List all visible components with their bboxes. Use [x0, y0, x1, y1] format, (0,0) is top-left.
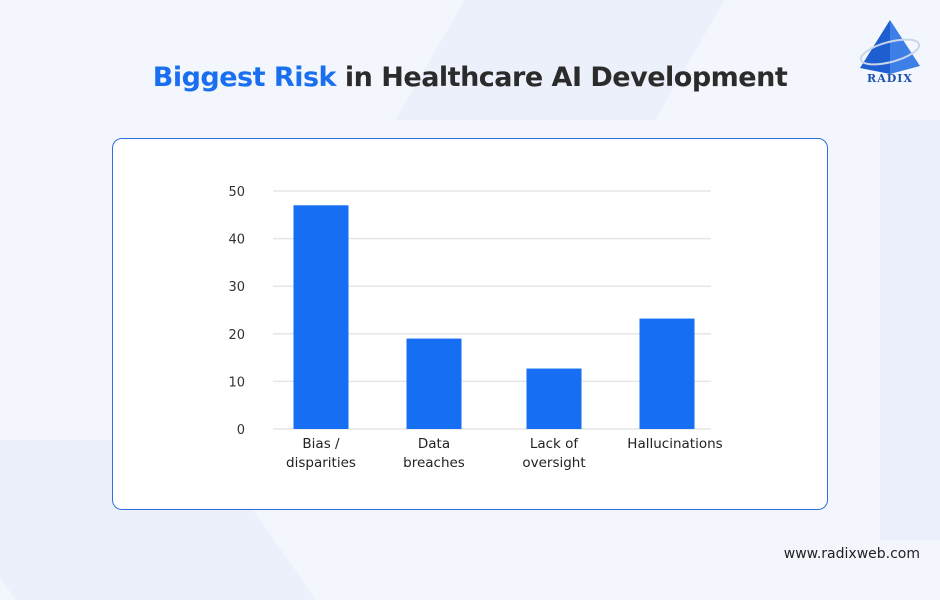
page-title: Biggest Risk in Healthcare AI Developmen… — [0, 62, 940, 93]
bar — [293, 205, 349, 429]
x-tick-label: Data — [418, 436, 450, 452]
title-rest: in Healthcare AI Development — [336, 62, 788, 93]
y-tick-label: 40 — [228, 233, 245, 248]
radix-pyramid-logo-icon — [859, 20, 921, 74]
website-url: www.radixweb.com — [783, 546, 920, 562]
y-tick-label: 0 — [237, 423, 245, 438]
x-tick-label: Lack of — [530, 436, 580, 452]
logo-text: RADIX — [867, 72, 913, 85]
x-tick-label: Hallucinations — [627, 436, 722, 452]
y-tick-label: 10 — [228, 375, 245, 390]
y-tick-label: 30 — [228, 280, 245, 295]
chart-card: 0 10 20 30 40 50 Bias / disparities Data breaches… — [112, 138, 828, 510]
background-shape — [395, 0, 725, 120]
x-tick-label: oversight — [522, 455, 585, 471]
x-tick-label: Bias / — [302, 436, 340, 452]
x-tick-label: breaches — [403, 455, 465, 471]
bar — [406, 338, 462, 429]
bar — [639, 318, 695, 429]
title-highlight: Biggest Risk — [152, 62, 337, 93]
bar — [526, 368, 582, 429]
bar-chart: 0 10 20 30 40 50 Bias / disparities Data breaches… — [228, 185, 722, 471]
background-shape — [880, 120, 940, 540]
y-tick-label: 20 — [228, 328, 245, 343]
y-tick-label: 50 — [228, 185, 245, 200]
x-tick-label: disparities — [286, 455, 356, 471]
